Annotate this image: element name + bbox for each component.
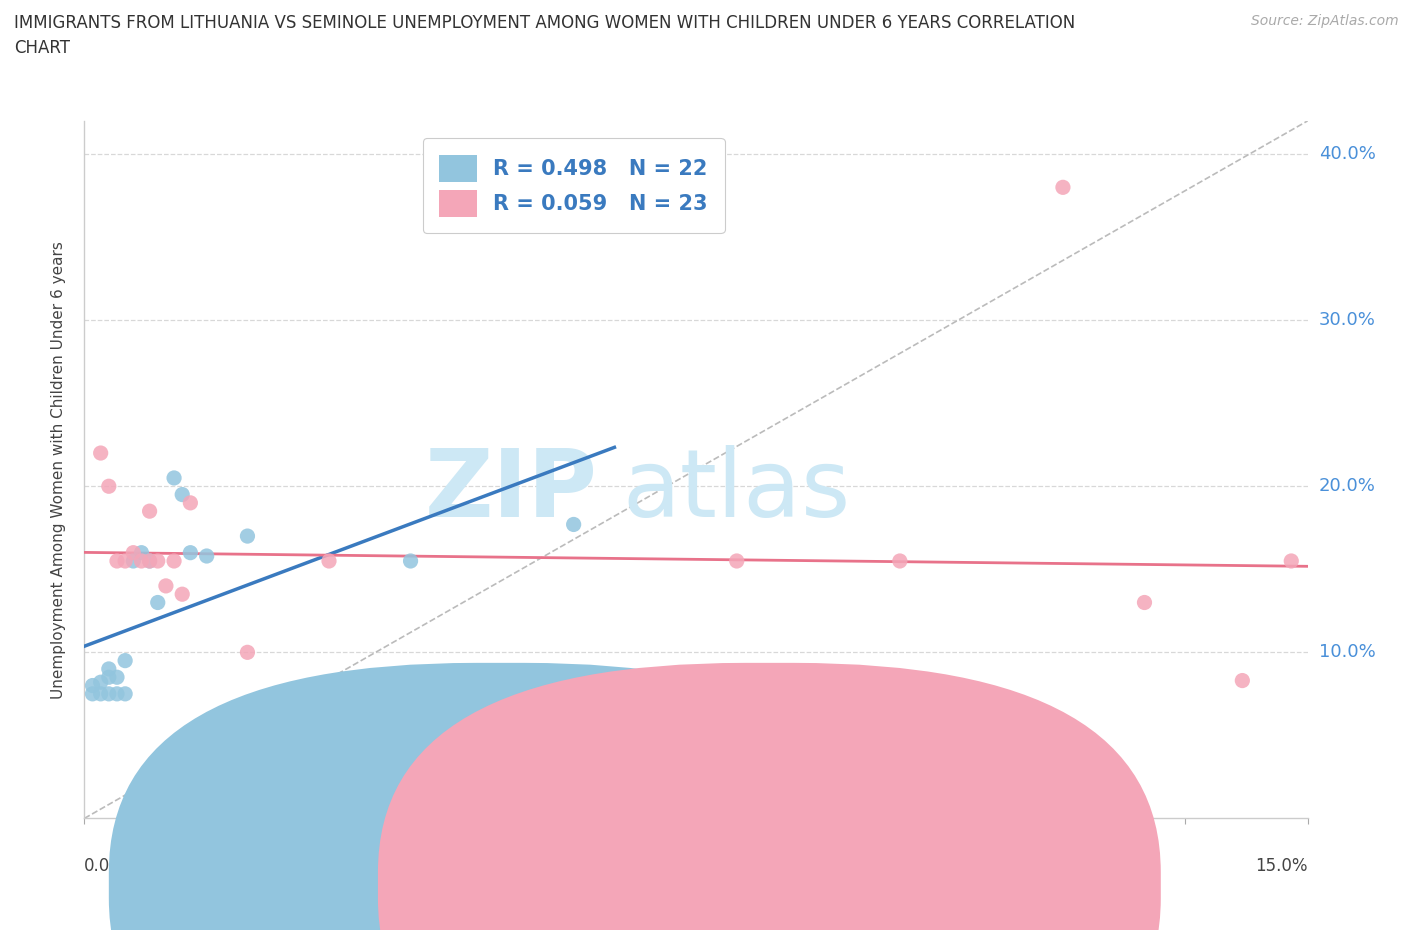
Point: [122, 553, 145, 568]
Text: IMMIGRANTS FROM LITHUANIA VS SEMINOLE UNEMPLOYMENT AMONG WOMEN WITH CHILDREN UND: IMMIGRANTS FROM LITHUANIA VS SEMINOLE UN…: [14, 14, 1076, 32]
Point: [172, 587, 194, 602]
Point: [90, 686, 112, 701]
Point: [236, 644, 259, 659]
Text: Seminole: Seminole: [806, 876, 883, 894]
Point: [318, 553, 340, 568]
Point: [97, 670, 120, 684]
Point: [114, 686, 136, 701]
Point: [399, 553, 422, 568]
Point: [138, 553, 160, 568]
Point: [146, 595, 169, 610]
Point: [122, 545, 145, 560]
Point: [138, 553, 160, 568]
Point: [146, 553, 169, 568]
Point: [97, 479, 120, 494]
FancyBboxPatch shape: [108, 663, 891, 930]
Point: [131, 545, 153, 560]
Point: [889, 553, 911, 568]
Point: [562, 517, 585, 532]
Text: 15.0%: 15.0%: [1256, 857, 1308, 875]
Point: [131, 553, 153, 568]
Y-axis label: Unemployment Among Women with Children Under 6 years: Unemployment Among Women with Children U…: [51, 241, 66, 698]
Point: [1133, 595, 1156, 610]
Point: [114, 553, 136, 568]
Point: [725, 553, 748, 568]
Point: [90, 445, 112, 460]
Legend: R = 0.498   N = 22, R = 0.059   N = 23: R = 0.498 N = 22, R = 0.059 N = 23: [423, 139, 724, 233]
Text: 30.0%: 30.0%: [1319, 312, 1375, 329]
Text: CHART: CHART: [14, 39, 70, 57]
Text: 0.0%: 0.0%: [84, 857, 127, 875]
Text: ZIP: ZIP: [425, 445, 598, 537]
Point: [179, 496, 201, 511]
Text: 10.0%: 10.0%: [1319, 644, 1375, 661]
Point: [195, 549, 218, 564]
Point: [1052, 179, 1074, 194]
Text: 20.0%: 20.0%: [1319, 477, 1375, 496]
Point: [172, 487, 194, 502]
Point: [236, 528, 259, 543]
Point: [163, 471, 186, 485]
Point: [1279, 553, 1302, 568]
Point: [82, 678, 104, 693]
Point: [105, 686, 128, 701]
Point: [179, 545, 201, 560]
Point: [114, 653, 136, 668]
Point: [97, 686, 120, 701]
Text: 40.0%: 40.0%: [1319, 145, 1375, 163]
Point: [90, 675, 112, 690]
Point: [82, 686, 104, 701]
Point: [155, 578, 177, 593]
Point: [163, 553, 186, 568]
FancyBboxPatch shape: [378, 663, 1161, 930]
Point: [138, 504, 160, 519]
Point: [970, 695, 993, 710]
Text: Immigrants from Lithuania: Immigrants from Lithuania: [537, 876, 758, 894]
Point: [105, 553, 128, 568]
Point: [105, 670, 128, 684]
Text: Source: ZipAtlas.com: Source: ZipAtlas.com: [1251, 14, 1399, 28]
Point: [97, 661, 120, 676]
Point: [1232, 673, 1254, 688]
Text: atlas: atlas: [623, 445, 851, 537]
Point: [562, 673, 585, 688]
